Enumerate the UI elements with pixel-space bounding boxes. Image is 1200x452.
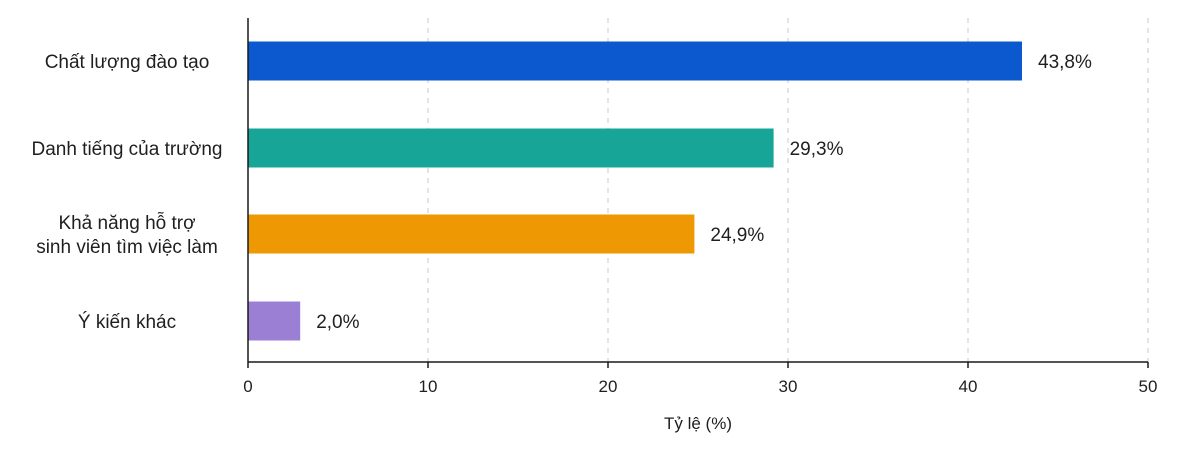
bar-0 xyxy=(248,41,1022,81)
bar-2 xyxy=(248,214,695,254)
x-tick-label-0: 0 xyxy=(243,377,252,396)
bars xyxy=(248,41,1022,341)
value-label-3: 2,0% xyxy=(316,312,359,333)
x-tick-label-40: 40 xyxy=(959,377,978,396)
x-axis-title: Tỷ lệ (%) xyxy=(664,414,732,433)
bar-1 xyxy=(248,128,774,168)
x-tick-label-10: 10 xyxy=(419,377,438,396)
category-label-1: Danh tiếng của trường xyxy=(31,139,222,160)
x-tick-label-50: 50 xyxy=(1139,377,1158,396)
labels: 43,8% 29,3% 24,9% 2,0% Chất lượng đào tạo Dan… xyxy=(31,52,1157,396)
value-label-0: 43,8% xyxy=(1038,52,1092,73)
value-label-2: 24,9% xyxy=(710,225,764,246)
value-label-1: 29,3% xyxy=(790,139,844,160)
bar-3 xyxy=(248,301,301,341)
category-label-0: Chất lượng đào tạo xyxy=(45,52,210,73)
x-tick-label-30: 30 xyxy=(779,377,798,396)
category-label-2: Khả năng hỗ trợ sinh viên tìm việc làm xyxy=(36,212,218,258)
grid-lines xyxy=(427,18,1149,362)
category-label-3: Ý kiến khác xyxy=(78,312,176,333)
axes xyxy=(247,18,1149,368)
x-tick-label-20: 20 xyxy=(599,377,618,396)
